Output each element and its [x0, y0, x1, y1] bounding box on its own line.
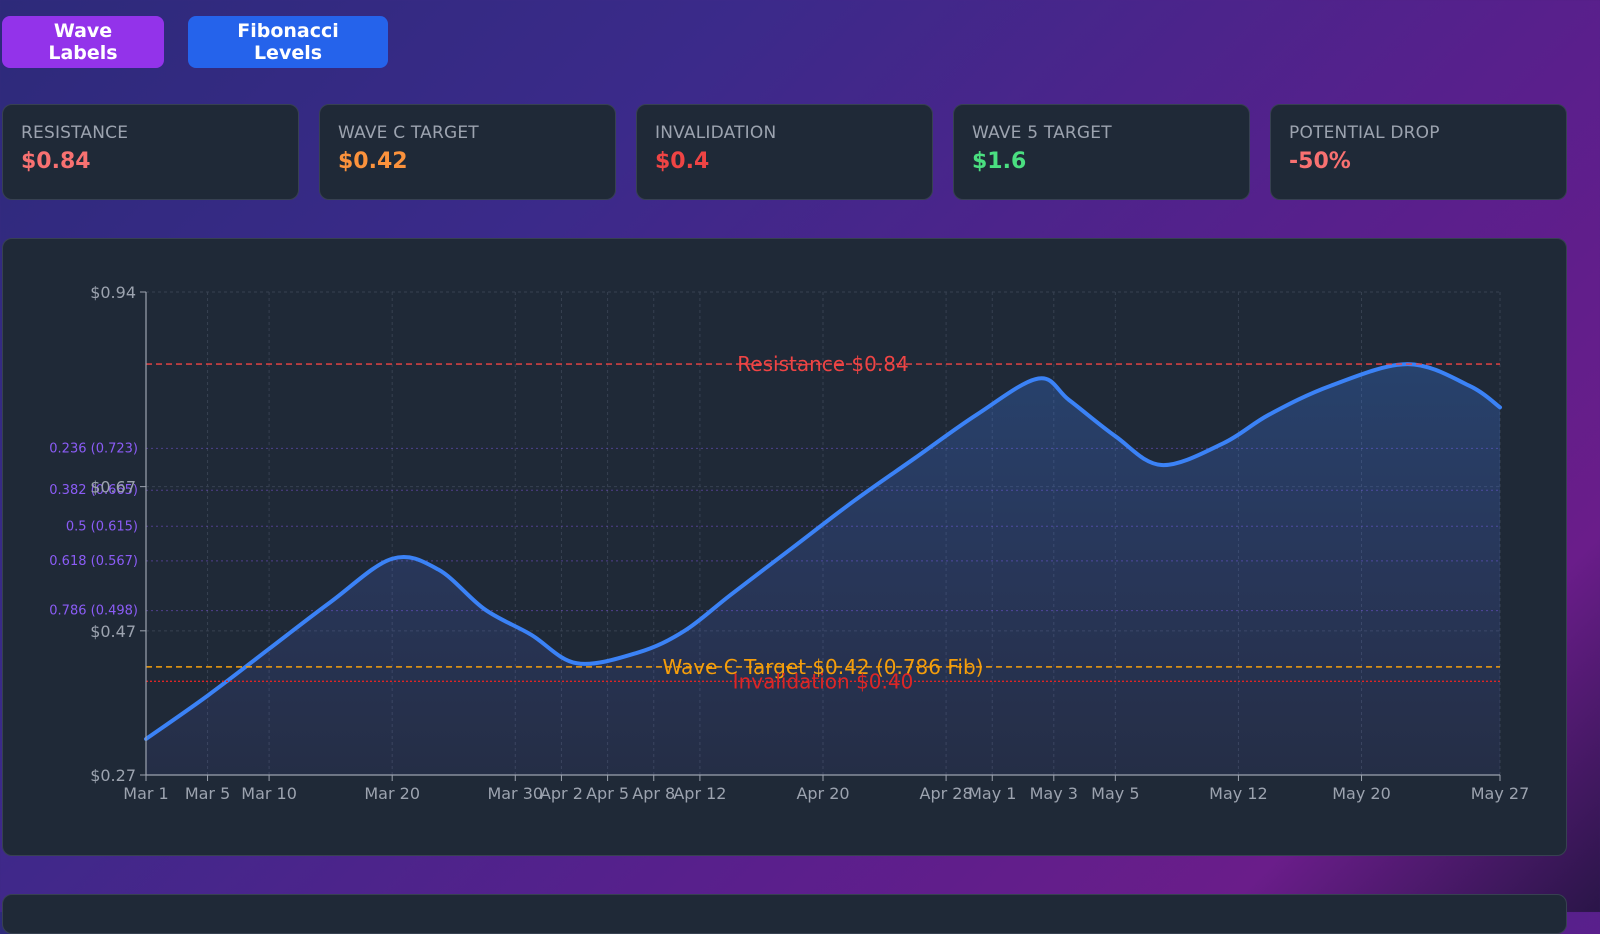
stat-card-wave-5-target: WAVE 5 TARGET $1.6: [953, 104, 1250, 200]
x-tick-label: Mar 5: [185, 784, 230, 803]
price-chart[interactable]: 0.236 (0.723) 0.382 (0.665) 0.5 (0.615) 0.6…: [3, 239, 1567, 856]
fibonacci-levels-button[interactable]: Fibonacci Levels: [188, 16, 388, 68]
x-tick-label: May 5: [1091, 784, 1139, 803]
y-tick-label: $0.27: [90, 766, 136, 785]
fib-level-label: 0.382 (0.665): [49, 483, 138, 498]
x-tick-label: Apr 8: [632, 784, 675, 803]
bottom-panel: [2, 894, 1567, 934]
stat-value: $0.4: [655, 149, 710, 174]
y-tick-label: $0.47: [90, 622, 136, 641]
x-tick-label: May 12: [1209, 784, 1268, 803]
stat-label: RESISTANCE: [21, 123, 129, 143]
y-tick-label: $0.67: [90, 478, 136, 497]
x-tick-label: May 1: [968, 784, 1016, 803]
reference-line-label: Resistance $0.84: [737, 352, 908, 376]
chart-card: 0.236 (0.723) 0.382 (0.665) 0.5 (0.615) 0.6…: [2, 238, 1567, 856]
reference-line-label: Wave C Target $0.42 (0.786 Fib): [663, 655, 984, 679]
stat-card-wave-c-target: WAVE C TARGET $0.42: [319, 104, 616, 200]
x-tick-label: May 3: [1030, 784, 1078, 803]
x-tick-label: Mar 10: [241, 784, 297, 803]
stat-value: $1.6: [972, 149, 1027, 174]
fib-level-label: 0.786 (0.498): [49, 604, 138, 619]
x-tick-label: Apr 2: [540, 784, 583, 803]
fib-level-label: 0.5 (0.615): [66, 519, 138, 534]
stat-value: -50%: [1289, 149, 1351, 174]
stat-card-potential-drop: POTENTIAL DROP -50%: [1270, 104, 1567, 200]
stat-value: $0.42: [338, 149, 408, 174]
x-tick-label: Apr 28: [920, 784, 973, 803]
stat-label: INVALIDATION: [655, 123, 777, 143]
fib-level-label: 0.236 (0.723): [49, 441, 138, 456]
price-line: [144, 362, 1502, 741]
x-tick-label: Mar 30: [487, 784, 543, 803]
stat-value: $0.84: [21, 149, 91, 174]
stat-card-resistance: RESISTANCE $0.84: [2, 104, 299, 200]
stat-label: POTENTIAL DROP: [1289, 123, 1440, 143]
x-tick-label: May 27: [1471, 784, 1530, 803]
reference-line-label: Invalidation $0.40: [733, 669, 914, 693]
x-tick-label: May 20: [1332, 784, 1391, 803]
y-tick-label: $0.94: [90, 283, 136, 302]
stat-label: WAVE 5 TARGET: [972, 123, 1112, 143]
wave-labels-button[interactable]: Wave Labels: [2, 16, 164, 68]
stat-card-invalidation: INVALIDATION $0.4: [636, 104, 933, 200]
x-tick-label: Apr 5: [586, 784, 629, 803]
x-tick-label: Mar 1: [123, 784, 168, 803]
x-tick-label: Apr 12: [673, 784, 726, 803]
x-tick-label: Apr 20: [796, 784, 849, 803]
fib-level-label: 0.618 (0.567): [49, 554, 138, 569]
stat-label: WAVE C TARGET: [338, 123, 479, 143]
x-tick-label: Mar 20: [364, 784, 420, 803]
